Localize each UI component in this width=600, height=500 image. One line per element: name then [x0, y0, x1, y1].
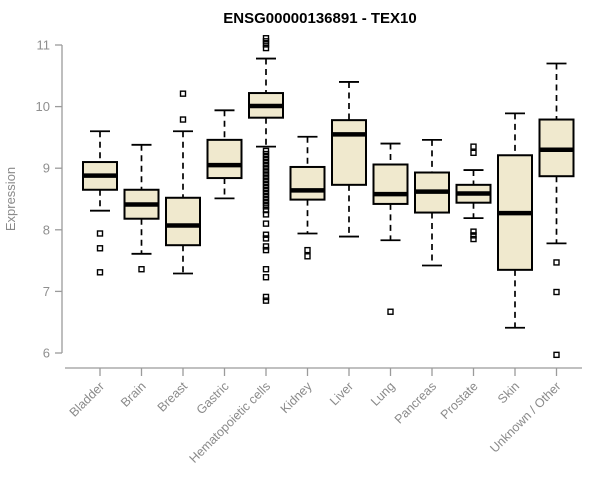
outlier-point	[387, 308, 394, 315]
outlier-point	[262, 220, 270, 227]
box-group-pancreas	[414, 138, 450, 267]
box-group-lung	[372, 142, 409, 315]
outlier-point	[262, 243, 270, 250]
outlier-point	[262, 203, 270, 210]
outlier-point	[470, 232, 477, 239]
y-tick-label: 7	[43, 284, 50, 299]
x-category-label: Kidney	[278, 379, 315, 416]
outlier-point	[553, 351, 560, 359]
plot-area: 6 7 8 9 10 11 Bladder Brain Breast GastricHematop…	[36, 35, 582, 466]
y-axis-title: Expression	[3, 167, 18, 231]
box-group-breast	[165, 90, 201, 275]
outlier-point	[470, 149, 477, 157]
x-category-label: Bladder	[67, 379, 107, 419]
x-category-label: Prostate	[438, 379, 481, 422]
outlier-point	[262, 211, 270, 218]
iqr-box	[331, 119, 367, 186]
x-category-label: Liver	[327, 379, 356, 408]
iqr-box	[289, 165, 326, 201]
outlier-point	[262, 44, 270, 52]
outlier-point	[470, 235, 477, 243]
outlier-point	[262, 231, 270, 238]
outlier-point	[262, 274, 270, 281]
y-tick-label: 8	[43, 222, 50, 237]
box-group-hematopoietic-cells	[248, 35, 284, 304]
outlier-point	[470, 143, 477, 150]
outlier-point	[262, 41, 270, 48]
y-tick-label: 6	[43, 346, 50, 361]
outlier-point	[262, 293, 270, 301]
y-axis: 6 7 8 9 10 11	[36, 38, 63, 361]
box-group-bladder	[82, 130, 118, 276]
outlier-point	[96, 245, 104, 252]
y-tick-label: 11	[37, 38, 51, 53]
outlier-point	[304, 246, 311, 254]
outlier-point	[304, 253, 311, 260]
y-tick-label: 10	[36, 99, 50, 114]
x-category-label: Gastric	[194, 379, 232, 417]
outlier-point	[262, 297, 270, 304]
outlier-point	[470, 228, 477, 235]
outlier-point	[96, 230, 104, 237]
x-category-label: Hematopoietic cells	[187, 379, 274, 466]
y-tick-label: 9	[43, 161, 50, 176]
x-category-label: Breast	[155, 379, 191, 415]
x-category-label: Pancreas	[392, 379, 439, 426]
outlier-point	[138, 266, 145, 273]
iqr-box	[165, 196, 201, 247]
box-group-prostate	[455, 143, 492, 243]
box-group-liver	[331, 81, 367, 238]
chart-title: ENSG00000136891 - TEX10	[223, 10, 416, 27]
box-group-unknown-other	[538, 62, 575, 359]
outlier-point	[262, 266, 270, 273]
box-group-brain	[123, 143, 160, 273]
iqr-box	[372, 163, 409, 205]
iqr-box	[206, 138, 243, 180]
outlier-point	[553, 259, 560, 266]
outlier-point	[262, 235, 270, 242]
x-category-label: Unknown / Other	[487, 379, 563, 455]
x-category-label: Skin	[495, 379, 522, 406]
outlier-point	[96, 269, 104, 276]
outlier-point	[179, 116, 187, 123]
x-category-label: Lung	[368, 379, 398, 409]
x-category-label: Brain	[118, 379, 149, 410]
box-group-skin	[497, 112, 533, 329]
outlier-point	[179, 90, 187, 97]
box-group-kidney	[289, 135, 326, 260]
outlier-point	[262, 246, 270, 254]
box-group-gastric	[206, 109, 243, 200]
outlier-point	[553, 288, 560, 296]
